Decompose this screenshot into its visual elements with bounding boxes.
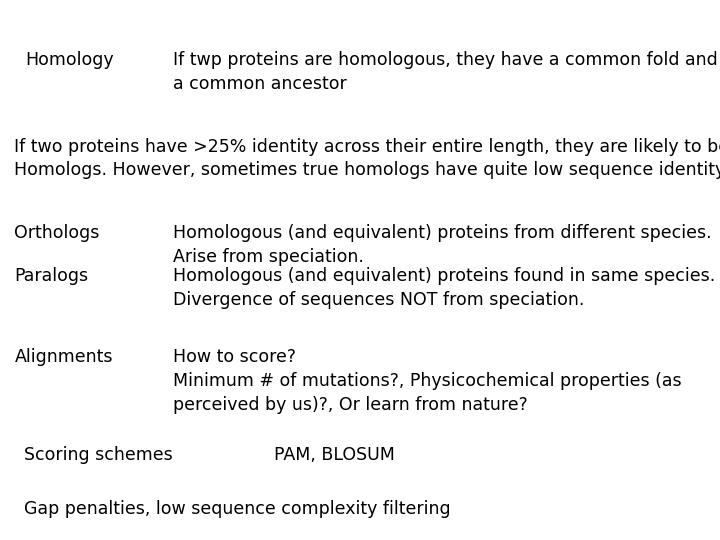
Text: PAM, BLOSUM: PAM, BLOSUM [274, 446, 395, 463]
Text: How to score?
Minimum # of mutations?, Physicochemical properties (as
perceived : How to score? Minimum # of mutations?, P… [173, 348, 681, 414]
Text: Gap penalties, low sequence complexity filtering: Gap penalties, low sequence complexity f… [24, 500, 451, 517]
Text: Homologous (and equivalent) proteins from different species.
Arise from speciati: Homologous (and equivalent) proteins fro… [173, 224, 711, 266]
Text: Scoring schemes: Scoring schemes [24, 446, 174, 463]
Text: Alignments: Alignments [14, 348, 113, 366]
Text: Homologous (and equivalent) proteins found in same species.
Divergence of sequen: Homologous (and equivalent) proteins fou… [173, 267, 715, 309]
Text: Homology: Homology [25, 51, 114, 69]
Text: Orthologs: Orthologs [14, 224, 100, 242]
Text: If two proteins have >25% identity across their entire length, they are likely t: If two proteins have >25% identity acros… [14, 138, 720, 179]
Text: If twp proteins are homologous, they have a common fold and
a common ancestor: If twp proteins are homologous, they hav… [173, 51, 718, 93]
Text: Paralogs: Paralogs [14, 267, 89, 285]
